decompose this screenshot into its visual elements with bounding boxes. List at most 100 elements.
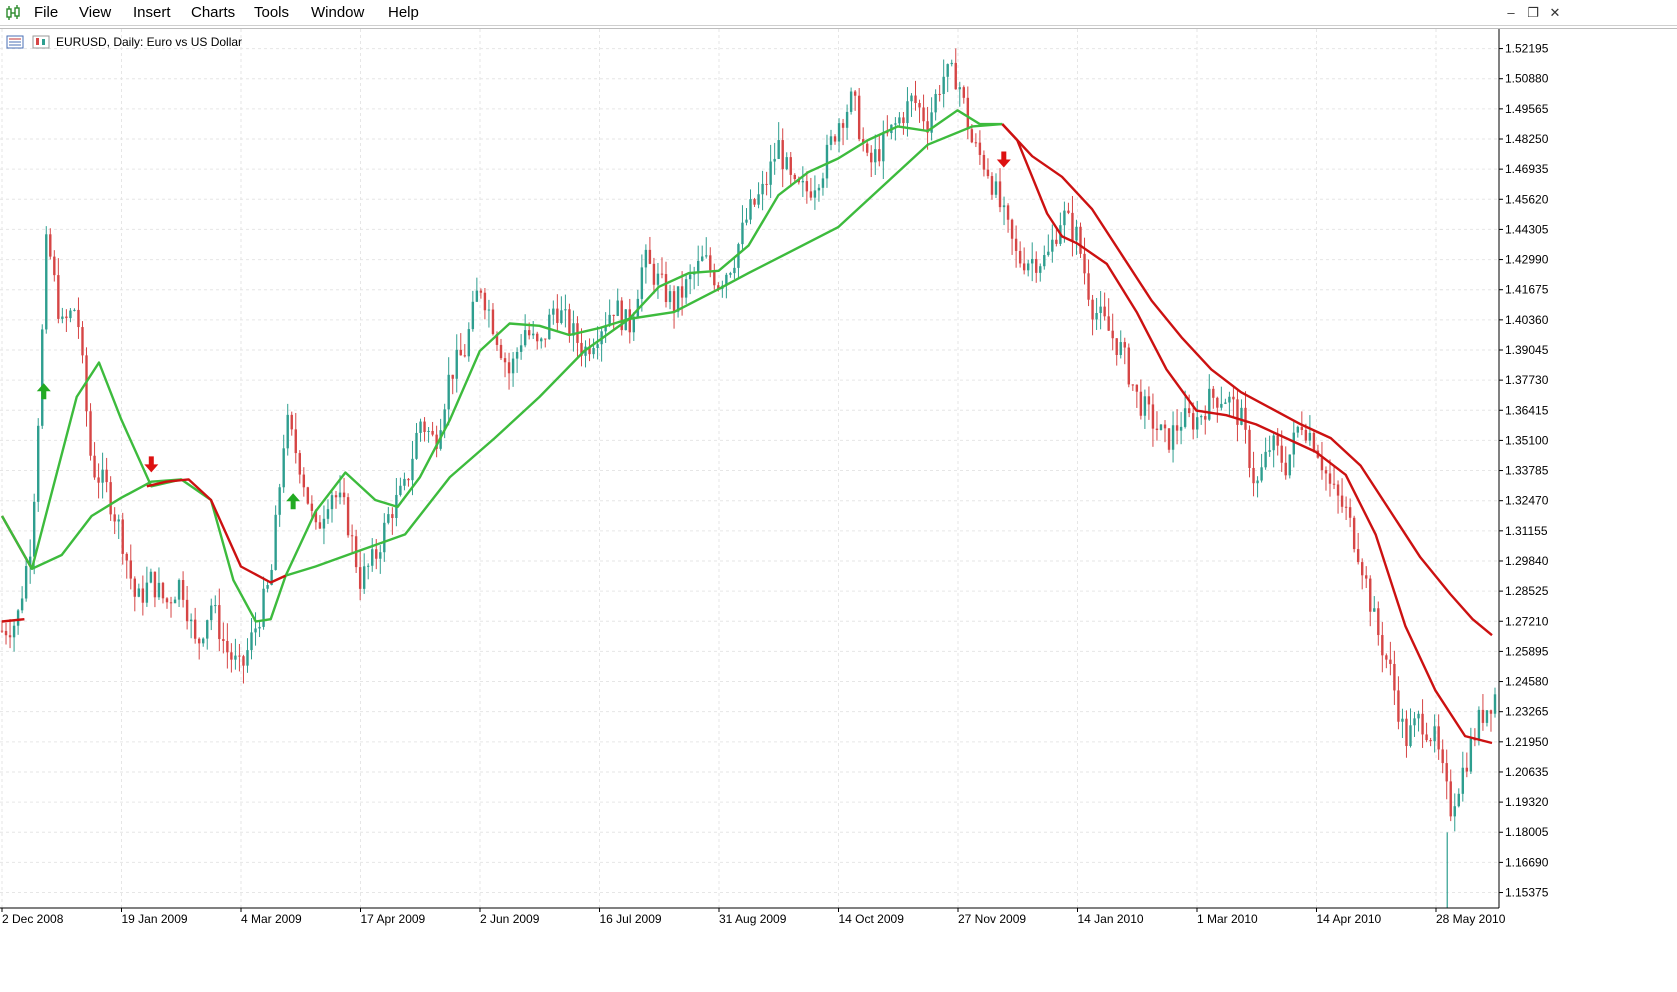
candle-body bbox=[1123, 342, 1126, 348]
candle-body bbox=[161, 582, 165, 599]
candle-body bbox=[145, 582, 149, 603]
chart-properties-icon[interactable] bbox=[6, 35, 24, 49]
candle-body bbox=[1163, 424, 1167, 429]
minimize-icon[interactable]: – bbox=[1507, 5, 1515, 20]
candle-body bbox=[809, 191, 813, 198]
candle-body bbox=[616, 300, 619, 316]
candle-body bbox=[1224, 402, 1227, 404]
candle-body bbox=[318, 522, 322, 529]
menu-window[interactable]: Window bbox=[311, 4, 365, 21]
candle-body bbox=[1187, 408, 1191, 414]
date-tick-label: 14 Jan 2010 bbox=[1078, 912, 1144, 926]
candle-body bbox=[970, 129, 974, 143]
candle-body bbox=[435, 434, 438, 449]
candle-body bbox=[69, 310, 72, 319]
candle-body bbox=[1288, 454, 1291, 476]
candle-body bbox=[479, 290, 483, 293]
candle-body bbox=[954, 62, 957, 90]
candle-body bbox=[938, 93, 941, 95]
price-tick-label: 1.40360 bbox=[1505, 313, 1549, 327]
candle-body bbox=[580, 342, 583, 356]
candle-body bbox=[998, 181, 1002, 208]
candle-body bbox=[1191, 413, 1195, 430]
candle-body bbox=[664, 274, 668, 303]
candle-body bbox=[966, 97, 970, 130]
candle-body bbox=[375, 549, 378, 559]
candle-body bbox=[4, 630, 8, 636]
candle-body bbox=[1043, 255, 1046, 267]
chart-header: EURUSD, Daily: Euro vs US Dollar bbox=[6, 35, 242, 49]
candle-body bbox=[471, 301, 475, 330]
candle-body bbox=[729, 273, 732, 275]
candle-body bbox=[668, 291, 672, 303]
candlestick-series bbox=[0, 48, 1497, 908]
candle-body bbox=[1320, 457, 1324, 471]
candle-body bbox=[129, 560, 132, 579]
date-tick-label: 17 Apr 2009 bbox=[361, 912, 426, 926]
candle-body bbox=[1328, 473, 1332, 484]
candle-body bbox=[552, 308, 555, 315]
candle-body bbox=[1284, 462, 1287, 476]
candle-body bbox=[1031, 258, 1034, 264]
candle-body bbox=[986, 169, 990, 177]
candle-body bbox=[874, 149, 877, 163]
candle-body bbox=[962, 87, 965, 98]
price-tick-label: 1.44305 bbox=[1505, 222, 1549, 236]
candle-body bbox=[342, 492, 346, 498]
menu-help[interactable]: Help bbox=[388, 4, 419, 21]
candle-body bbox=[81, 327, 84, 356]
candle-body bbox=[1469, 738, 1473, 772]
candle-body bbox=[1135, 384, 1139, 392]
candle-body bbox=[861, 139, 865, 144]
ma-fast-bear-line bbox=[1001, 123, 1493, 745]
candle-body bbox=[652, 263, 656, 285]
candle-body bbox=[1151, 404, 1155, 429]
price-tick-label: 1.31155 bbox=[1505, 524, 1548, 538]
candle-body bbox=[906, 101, 909, 124]
candle-body bbox=[833, 136, 837, 142]
candle-body bbox=[536, 333, 539, 342]
chart-title: EURUSD, Daily: Euro vs US Dollar bbox=[56, 35, 242, 49]
chart-window[interactable]: 1.52195 1.50880 1.49565 1.48250 1.46935 1.456… bbox=[0, 28, 1677, 992]
candle-body bbox=[495, 334, 499, 345]
moving-average-lines bbox=[0, 109, 1493, 745]
candle-body bbox=[1228, 396, 1231, 403]
price-chart[interactable]: 1.52195 1.50880 1.49565 1.48250 1.46935 1.456… bbox=[0, 29, 1677, 992]
candle-body bbox=[1171, 425, 1175, 450]
candle-body bbox=[950, 62, 953, 65]
candle-body bbox=[1055, 239, 1058, 244]
candle-body bbox=[1111, 330, 1114, 339]
candle-body bbox=[1244, 407, 1247, 430]
candle-body bbox=[226, 640, 229, 653]
close-icon[interactable]: ✕ bbox=[1549, 5, 1561, 20]
candle-body bbox=[853, 91, 857, 96]
candle-body bbox=[89, 411, 92, 456]
menu-insert[interactable]: Insert bbox=[133, 4, 171, 21]
candle-body bbox=[857, 95, 861, 140]
price-tick-label: 1.21950 bbox=[1505, 735, 1549, 749]
restore-icon[interactable]: ❐ bbox=[1527, 5, 1539, 20]
candle-body bbox=[1175, 425, 1179, 431]
candle-body bbox=[648, 249, 652, 264]
menu-view[interactable]: View bbox=[79, 4, 112, 21]
candle-body bbox=[1200, 416, 1203, 418]
candle-body bbox=[278, 487, 281, 515]
chart-type-icon[interactable] bbox=[32, 35, 50, 49]
date-tick-label: 14 Apr 2010 bbox=[1317, 912, 1382, 926]
ma-slow-bull-line bbox=[31, 478, 182, 570]
candle-body bbox=[882, 132, 885, 162]
menu-file[interactable]: File bbox=[34, 4, 59, 21]
ma-slow-bear-line bbox=[1001, 123, 1493, 637]
candle-body bbox=[1413, 718, 1416, 726]
candle-body bbox=[113, 514, 116, 522]
candle-body bbox=[1220, 403, 1223, 408]
candle-body bbox=[994, 181, 998, 195]
candle-body bbox=[515, 351, 519, 359]
app-candlestick-icon[interactable] bbox=[4, 4, 22, 22]
menu-tools[interactable]: Tools bbox=[254, 4, 290, 21]
candle-body bbox=[680, 286, 684, 298]
candle-body bbox=[1369, 578, 1372, 612]
candle-body bbox=[849, 91, 853, 112]
candle-body bbox=[1401, 718, 1404, 722]
menu-charts[interactable]: Charts bbox=[191, 4, 236, 21]
